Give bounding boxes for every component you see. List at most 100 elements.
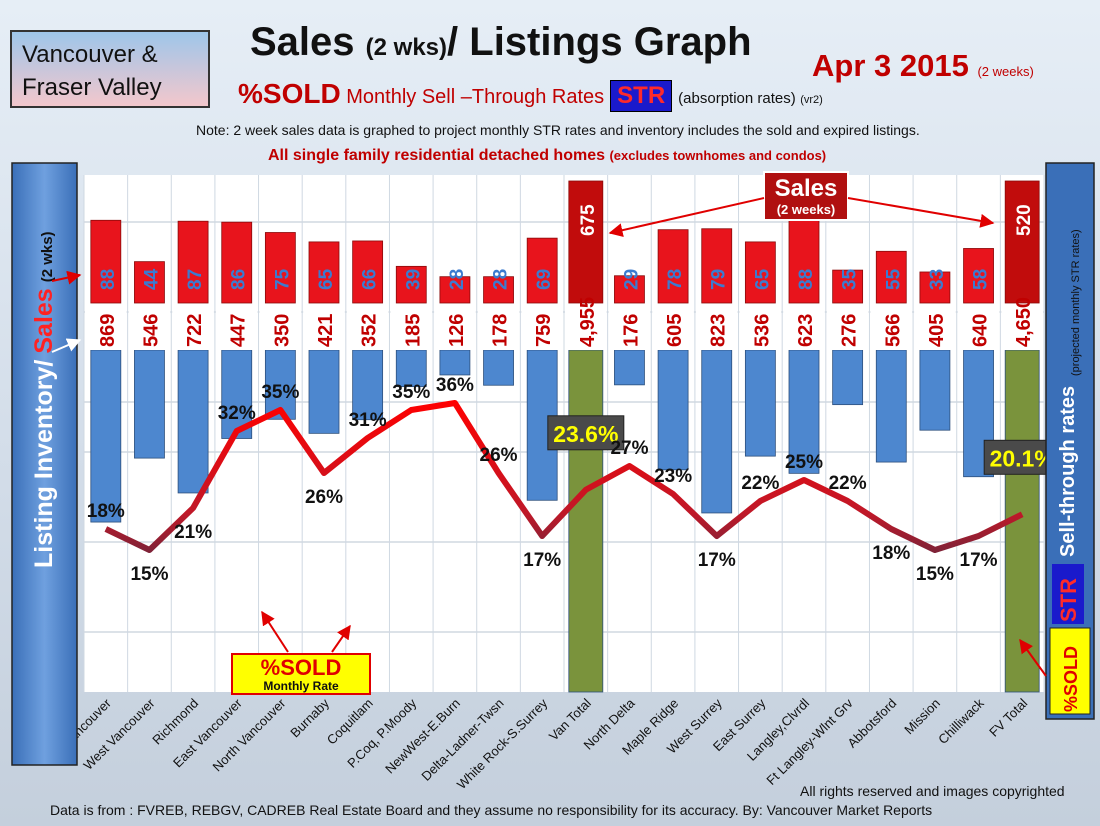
sales-value-label: 675 [578, 204, 599, 236]
inventory-label-cell [346, 304, 389, 350]
inventory-label-cell [303, 304, 345, 350]
inventory-bar [657, 349, 689, 471]
sales-bar [832, 269, 864, 304]
str-value-label: 17% [960, 550, 998, 571]
inventory-label-cell [826, 304, 869, 350]
str-value-label: 25% [785, 452, 823, 473]
sales-bar [568, 180, 604, 304]
inventory-label-cell [957, 304, 1000, 350]
sales-value-label: 44 [141, 268, 162, 290]
str-total-label: 20.1% [990, 445, 1055, 471]
sold-rate-callout [231, 653, 371, 695]
sales-bar [134, 261, 165, 304]
str-value-label: 22% [829, 473, 867, 494]
inventory-value-label: 4,955 [577, 297, 599, 347]
sales-bar [744, 241, 776, 304]
right-axis-title-small: (projected monthly STR rates) [1070, 229, 1082, 376]
sales-value-label: 87 [185, 269, 206, 290]
inventory-value-label: 352 [359, 314, 381, 347]
inventory-label-cell [739, 304, 782, 350]
inventory-value-label: 640 [970, 314, 992, 347]
chart-subtitle: %SOLD Monthly Sell –Through Rates STR (abs… [238, 78, 823, 112]
sales-value-label: 35 [840, 268, 861, 290]
source-note: Data is from : FVREB, REBGV, CADREB Real… [50, 802, 933, 818]
subtitle-sell: Sell –Through [421, 86, 552, 108]
x-tick-label: NewWest-E.Burn [382, 696, 463, 777]
sales-callout-sub: (2 weeks) [777, 202, 836, 217]
inventory-value-label: 421 [315, 314, 337, 347]
sold-rate-title: %SOLD [261, 655, 342, 680]
inventory-label-cell [128, 304, 171, 350]
inventory-label-cell [434, 304, 476, 350]
subtitle-vr: (vr2) [800, 94, 823, 106]
sales-axis-arrow [51, 270, 82, 285]
inventory-bar [963, 349, 994, 478]
inventory-value-label: 566 [882, 314, 904, 347]
inventory-label-cell [215, 304, 258, 350]
sales-arrow-right [847, 197, 995, 228]
sales-bar [90, 219, 122, 304]
sales-value-label: 65 [752, 268, 773, 290]
date-note: (2 weeks) [977, 64, 1034, 79]
sold-badge-right [1049, 627, 1091, 715]
inventory-value-label: 4,650 [1013, 297, 1035, 347]
sales-bar [308, 241, 340, 304]
inventory-label-cell [477, 304, 520, 350]
sales-value-label: 28 [491, 269, 512, 290]
inventory-bar [177, 349, 209, 494]
inventory-bar [439, 349, 471, 376]
x-tick-label: Chilliwack [935, 695, 987, 747]
sales-value-label: 33 [927, 269, 948, 290]
inventory-value-label: 350 [271, 314, 293, 347]
str-value-label: 17% [523, 550, 561, 571]
right-axis-panel [1045, 162, 1095, 720]
sales-value-label: 88 [98, 269, 119, 290]
inventory-bar [701, 349, 733, 514]
str-value-label: 15% [130, 564, 168, 585]
inventory-value-label: 722 [184, 314, 206, 347]
title-small: (2 wks) [365, 34, 448, 61]
inventory-label-cell [565, 304, 607, 350]
sales-bar [352, 240, 384, 304]
left-axis-part1: Listing Inventory/ [30, 360, 58, 568]
inventory-label-cell [85, 304, 127, 350]
inventory-value-label: 759 [533, 314, 555, 347]
inventory-value-label: 276 [839, 314, 861, 347]
inventory-label-cell [783, 304, 825, 350]
sales-callout [763, 171, 849, 221]
sold-arrow-right [1019, 638, 1047, 677]
x-tick-label: Mission [901, 696, 943, 738]
sales-bar [264, 232, 296, 304]
sales-value-label: 28 [447, 269, 468, 290]
date-text: Apr 3 2015 [812, 48, 969, 83]
sales-value-label: 66 [360, 269, 381, 290]
inventory-value-label: 185 [402, 314, 424, 347]
sales-value-label: 75 [272, 268, 293, 290]
inventory-label-cell [608, 304, 651, 350]
chart-note: Note: 2 week sales data is graphed to pr… [196, 122, 920, 138]
x-tick-label: Delta-Ladner-Twsn [418, 696, 506, 784]
inventory-value-label: 536 [751, 314, 773, 347]
inventory-value-label: 823 [708, 314, 730, 347]
str-value-label: 21% [174, 522, 212, 543]
inventory-bar [614, 349, 645, 386]
inventory-bar [744, 349, 776, 457]
note2-small: (excludes townhomes and condos) [609, 148, 827, 163]
region-box: Vancouver & Fraser Valley [10, 30, 210, 108]
str-value-label: 31% [349, 410, 387, 431]
title-main: Sales [250, 20, 366, 64]
left-axis-title: Listing Inventory/Sales (2 wks) [30, 231, 58, 568]
inventory-value-label: 126 [446, 314, 468, 347]
str-value-label: 32% [218, 403, 256, 424]
inventory-value-label: 546 [140, 314, 162, 347]
sales-value-label: 39 [403, 269, 424, 290]
sales-callout-title: Sales [775, 175, 838, 202]
inventory-label-cell [870, 304, 913, 350]
region-line1: Vancouver & [22, 41, 158, 68]
sales-value-label: 65 [316, 268, 337, 290]
sold-arrow-1 [261, 610, 289, 653]
sales-bar [526, 237, 558, 304]
str-value-label: 23% [654, 466, 692, 487]
inventory-axis-arrow [51, 338, 82, 353]
str-value-label: 18% [87, 501, 125, 522]
